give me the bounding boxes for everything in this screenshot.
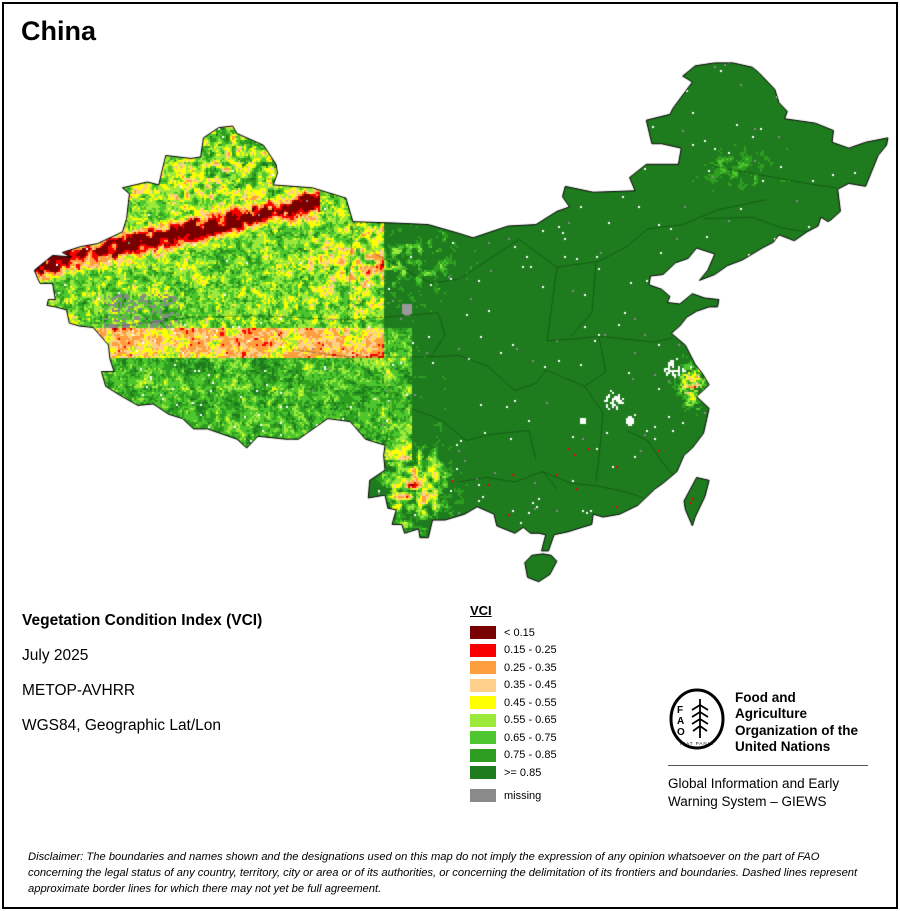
map-info-projection: WGS84, Geographic Lat/Lon [22, 717, 222, 734]
legend-label: missing [504, 789, 542, 802]
disclaimer-text: Disclaimer: The boundaries and names sho… [28, 851, 858, 895]
legend-swatch [470, 731, 496, 744]
legend-item: >= 0.85 [470, 766, 557, 779]
legend-swatch [470, 643, 496, 657]
fao-divider [668, 764, 868, 766]
fao-logo-oval [669, 688, 725, 750]
legend-label: 0.35 - 0.45 [504, 679, 557, 691]
legend-label: < 0.15 [504, 626, 535, 639]
legend-title: VCI [470, 603, 492, 618]
legend-swatch [470, 626, 496, 639]
legend-label: 0.55 - 0.65 [504, 714, 557, 726]
legend-item: 0.55 - 0.65 [470, 713, 557, 727]
legend-label: 0.25 - 0.35 [504, 661, 557, 674]
legend-label: 0.75 - 0.85 [504, 749, 557, 761]
china-vci-map [0, 0, 900, 625]
legend-swatch [470, 766, 496, 779]
fao-logo-letter: A [677, 716, 684, 727]
legend-label: 0.15 - 0.25 [504, 644, 557, 656]
legend-swatch [470, 696, 496, 709]
map-info-sensor: METOP-AVHRR [22, 682, 136, 699]
wheat-icon [691, 699, 709, 738]
fao-org-name: Food and Agriculture Organization of the… [735, 690, 858, 755]
legend-item: 0.15 - 0.25 [470, 643, 557, 657]
map-info-heading: Vegetation Condition Index (VCI) [22, 612, 263, 629]
map-info-date: July 2025 [22, 647, 89, 664]
fao-logo-letter: F [677, 705, 683, 716]
legend-label: 0.45 - 0.55 [504, 696, 557, 709]
map-info-block: Vegetation Condition Index (VCI) July 20… [22, 612, 262, 752]
fao-header: F A O FIAT PANIS Food and Agriculture Or… [668, 688, 868, 756]
page-title: China [21, 16, 97, 46]
legend-item: 0.45 - 0.55 [470, 696, 557, 709]
legend-swatch [470, 748, 496, 762]
legend-item: 0.65 - 0.75 [470, 731, 557, 744]
legend-item: 0.25 - 0.35 [470, 661, 557, 674]
legend-item-missing: missing [470, 789, 557, 802]
giews-name: Global Information and Early Warning Sys… [668, 775, 840, 810]
fao-logo-icon: F A O FIAT PANIS [669, 688, 725, 750]
legend-label: 0.65 - 0.75 [504, 731, 557, 744]
legend-label: >= 0.85 [504, 766, 542, 779]
vci-legend: VCI < 0.15 0.15 - 0.25 0.25 - 0.35 0.35 … [470, 603, 557, 807]
legend-swatch [470, 713, 496, 727]
legend-item: 0.75 - 0.85 [470, 748, 557, 762]
legend-item: 0.35 - 0.45 [470, 678, 557, 692]
fao-logo-letter: O [677, 727, 685, 738]
legend-swatch [470, 661, 496, 674]
fao-logo-motto: FIAT PANIS [680, 741, 714, 746]
fao-block: F A O FIAT PANIS Food and Agriculture Or… [668, 688, 868, 811]
legend-item: < 0.15 [470, 626, 557, 639]
legend-swatch [470, 678, 496, 692]
legend-swatch [470, 789, 496, 802]
